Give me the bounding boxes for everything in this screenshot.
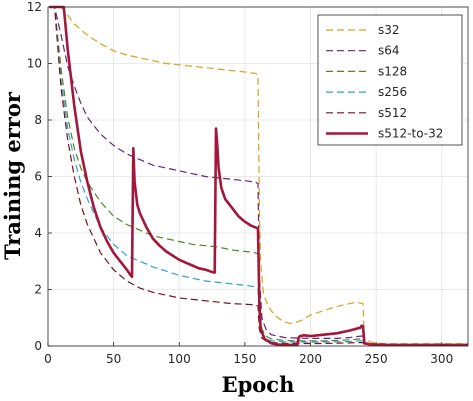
y-tick-label: 8 bbox=[34, 113, 42, 127]
y-tick-label: 4 bbox=[34, 226, 42, 240]
series-lines bbox=[49, 5, 468, 347]
legend-entries: s32 s64 s128 s256 s512 s512-to-32 bbox=[326, 23, 443, 141]
x-tick-label: 200 bbox=[299, 352, 322, 366]
legend-label: s256 bbox=[378, 85, 407, 99]
x-tick-label: 50 bbox=[106, 352, 121, 366]
legend-label: s128 bbox=[378, 64, 407, 78]
y-tick-label: 2 bbox=[34, 283, 42, 297]
x-tick-label: 0 bbox=[44, 352, 52, 366]
x-tick-label: 100 bbox=[168, 352, 191, 366]
y-tick-label: 6 bbox=[34, 170, 42, 184]
series-line-s512-to-32 bbox=[49, 5, 468, 347]
x-tick-label: 300 bbox=[430, 352, 453, 366]
y-tick-label: 12 bbox=[27, 0, 42, 14]
y-tick-label: 0 bbox=[34, 339, 42, 353]
x-tick-label: 150 bbox=[233, 352, 256, 366]
legend-label: s512 bbox=[378, 106, 407, 120]
legend: s32 s64 s128 s256 s512 s512-to-32 bbox=[317, 14, 463, 146]
series-line-s32 bbox=[49, 6, 468, 345]
y-axis-title: Training error bbox=[0, 91, 25, 260]
x-axis-title: Epoch bbox=[222, 372, 295, 397]
x-tick-label: 250 bbox=[365, 352, 388, 366]
legend-label: s64 bbox=[378, 44, 400, 58]
series-line-s64 bbox=[49, 6, 468, 346]
y-tick-label: 10 bbox=[27, 57, 42, 71]
axis-ticks: 0 50 100 150 200 250 300 0 2 4 6 8 10 12 bbox=[27, 0, 453, 366]
legend-label: s512-to-32 bbox=[378, 127, 443, 141]
legend-box bbox=[317, 14, 463, 146]
legend-label: s32 bbox=[378, 23, 400, 37]
